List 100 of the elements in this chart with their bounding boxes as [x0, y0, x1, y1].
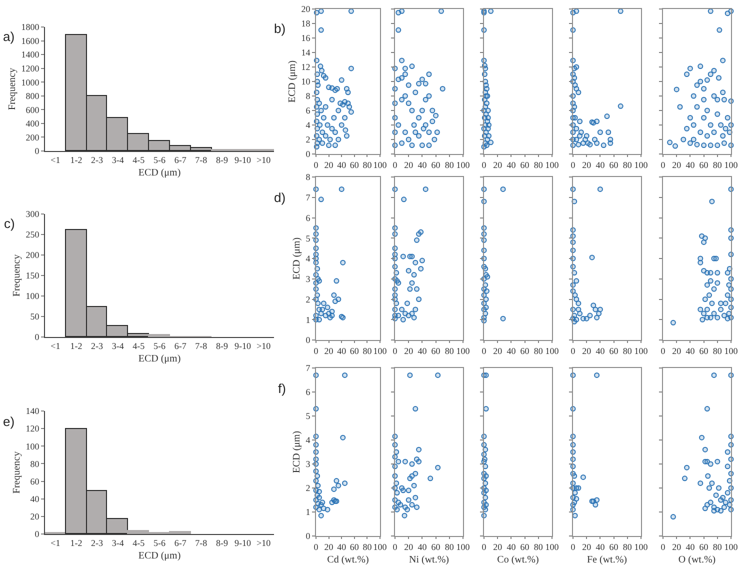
x-tick-label: 100 — [545, 542, 560, 552]
x-tick-label: 100 — [456, 542, 470, 552]
point — [592, 502, 598, 508]
point — [488, 140, 494, 146]
point — [500, 316, 506, 322]
x-tick-label: 100 — [456, 346, 470, 356]
point — [342, 127, 348, 133]
x-tick-label: 80 — [534, 542, 544, 552]
x-tick-label: 9-10 — [234, 538, 252, 548]
x-axis-title: O (wt.%) — [678, 554, 716, 566]
point — [699, 434, 705, 440]
point — [704, 406, 710, 412]
x-tick-label: 20 — [324, 346, 334, 356]
point — [332, 142, 338, 148]
point — [319, 68, 325, 74]
x-tick-label: 80 — [712, 542, 722, 552]
y-tick-label: 7 — [306, 192, 311, 203]
x-tick-label: 9-10 — [234, 154, 252, 165]
point — [342, 115, 348, 120]
point — [404, 300, 410, 306]
x-tick-label: 1-2 — [70, 340, 82, 351]
point — [700, 316, 706, 322]
point — [720, 58, 726, 64]
x-tick-label: 100 — [545, 346, 560, 356]
point — [708, 270, 714, 276]
y-axis-title: Frequency — [12, 254, 23, 297]
point — [682, 476, 688, 482]
point — [400, 316, 406, 322]
point — [577, 118, 583, 124]
x-tick-label: 60 — [520, 542, 530, 552]
point — [409, 280, 415, 286]
x-tick-label: 40 — [596, 160, 606, 170]
y-tick-label: 100 — [26, 441, 40, 452]
x-tick-label: 100 — [634, 346, 648, 356]
point — [574, 136, 580, 142]
x-tick-label: 4-5 — [132, 538, 146, 548]
x-tick-label: 20 — [324, 160, 334, 170]
y-tick-label: 250 — [26, 230, 40, 240]
point — [702, 296, 708, 302]
point — [316, 136, 322, 142]
x-axis-title: ECD (μm) — [138, 353, 181, 364]
x-tick-label: 40 — [506, 346, 516, 356]
x-tick-label: 60 — [699, 346, 709, 356]
point — [718, 122, 724, 128]
point — [721, 96, 727, 102]
point — [704, 108, 710, 114]
point — [684, 126, 690, 132]
point — [694, 82, 700, 88]
point — [486, 122, 492, 128]
point — [701, 142, 707, 148]
point — [320, 140, 326, 146]
point — [724, 490, 730, 496]
point — [597, 306, 603, 312]
point — [711, 372, 717, 378]
x-tick-label: 5-6 — [154, 340, 166, 351]
y-tick-label: 4 — [306, 435, 311, 446]
y-tick-label: 3 — [306, 274, 311, 284]
point — [318, 108, 324, 114]
x-tick-label: 1-2 — [70, 154, 82, 165]
point — [412, 90, 418, 96]
point — [711, 310, 717, 316]
point — [709, 300, 715, 306]
x-tick-label: 80 — [362, 542, 372, 552]
text: e) — [3, 414, 15, 429]
point — [701, 239, 707, 245]
point — [576, 90, 582, 96]
x-tick-label: 0 — [660, 346, 666, 356]
point — [340, 434, 346, 440]
point — [316, 506, 322, 512]
x-tick-label: 0 — [482, 346, 487, 356]
point — [724, 316, 730, 322]
y-tick-label: 4 — [306, 120, 311, 130]
y-tick-label: 1000 — [21, 77, 40, 88]
y-tick-label: 0 — [34, 529, 40, 540]
point — [698, 130, 704, 135]
point — [426, 93, 432, 99]
point — [716, 75, 722, 81]
x-tick-label: 60 — [609, 346, 619, 356]
x-tick-label: 20 — [324, 542, 334, 552]
point — [406, 268, 412, 274]
x-tick-label: 20 — [582, 542, 592, 552]
point — [318, 502, 324, 508]
x-tick-label: 0 — [392, 346, 398, 356]
point — [500, 186, 506, 192]
point — [589, 254, 595, 260]
point — [714, 280, 720, 286]
point — [416, 133, 422, 139]
x-tick-label: 20 — [493, 160, 503, 170]
point — [687, 115, 693, 120]
point — [435, 372, 441, 378]
y-tick-label: 50 — [30, 312, 40, 322]
point — [416, 458, 422, 464]
x-tick-label: 20 — [404, 160, 414, 170]
x-tick-label: 40 — [686, 542, 696, 552]
point — [582, 136, 588, 142]
y-tick-label: 18 — [301, 18, 311, 29]
point — [604, 114, 610, 120]
x-tick-label: 40 — [418, 346, 428, 356]
point — [418, 266, 424, 272]
point — [411, 272, 417, 278]
